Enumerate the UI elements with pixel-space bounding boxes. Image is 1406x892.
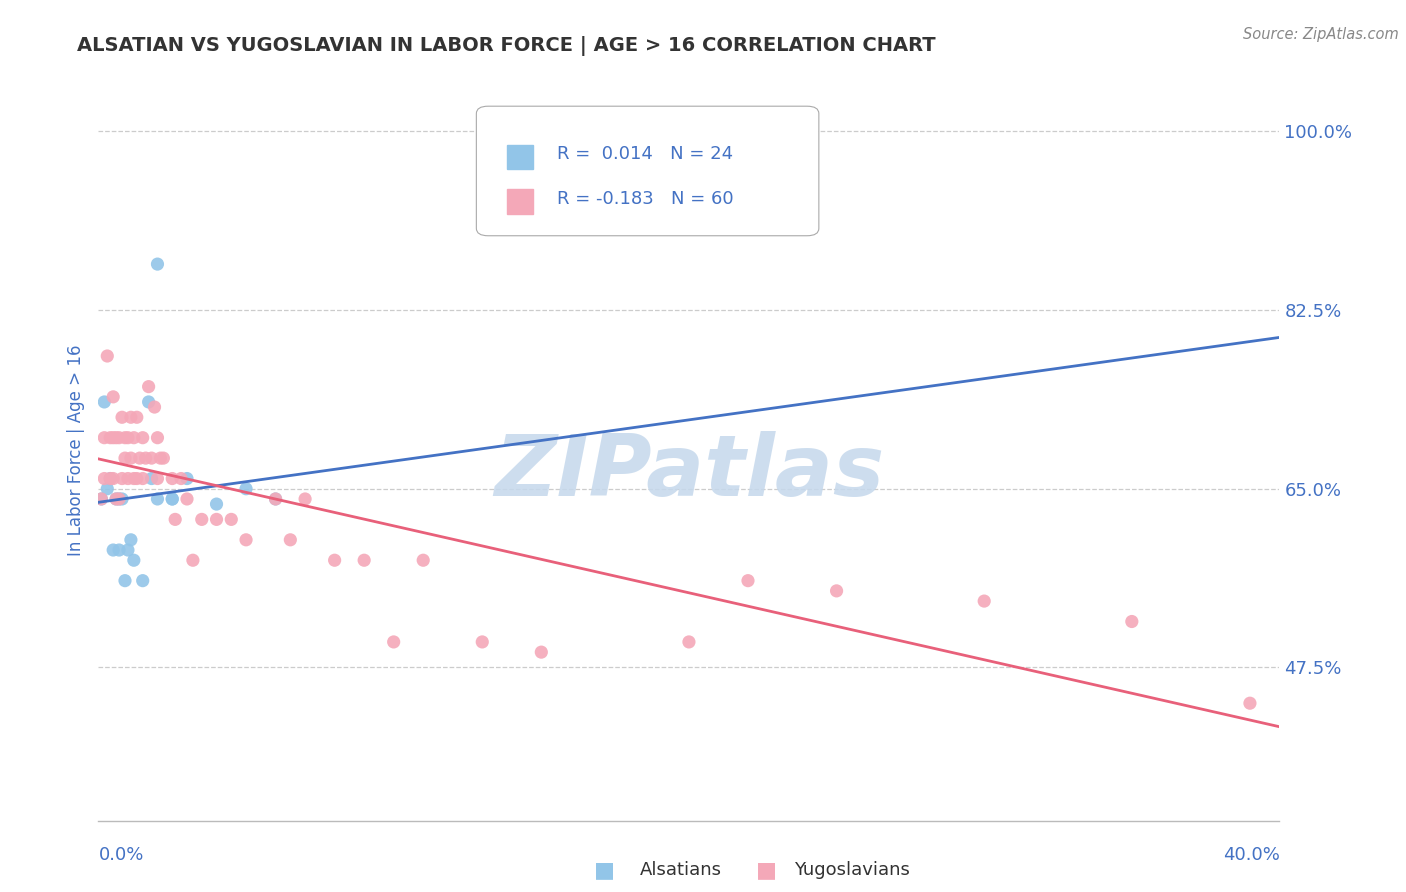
Point [1121,615,1143,629]
Point [98,471,121,485]
Point [1239,696,1261,710]
Point [221,512,243,526]
FancyBboxPatch shape [477,106,818,235]
Bar [508,145,533,169]
Point [117,471,139,485]
Text: R =  0.014   N = 24: R = 0.014 N = 24 [557,145,733,163]
Point [103,390,125,404]
Point [146,257,169,271]
Text: ■: ■ [595,860,614,880]
Point [323,553,346,567]
Point [382,635,405,649]
Point [471,635,494,649]
Point [105,491,128,506]
Text: Source: ZipAtlas.com: Source: ZipAtlas.com [1243,27,1399,42]
Point [111,471,134,485]
Point [125,410,148,425]
Point [96,349,118,363]
Point [412,553,434,567]
Point [162,471,183,485]
Point [973,594,995,608]
Point [264,491,287,506]
Point [111,491,134,506]
Point [138,395,160,409]
Text: Alsatians: Alsatians [640,861,721,879]
Text: R = -0.183   N = 60: R = -0.183 N = 60 [557,190,734,208]
Point [146,471,169,485]
Y-axis label: In Labor Force | Age > 16: In Labor Force | Age > 16 [66,344,84,557]
Point [98,431,121,445]
Point [235,482,257,496]
Point [162,491,183,506]
Point [117,543,139,558]
Point [132,574,155,588]
Point [120,410,142,425]
Point [162,491,183,506]
Point [135,451,157,466]
Point [181,553,204,567]
Point [105,431,128,445]
Point [120,533,142,547]
Point [117,431,139,445]
Point [264,491,287,506]
Point [128,451,150,466]
Point [191,512,214,526]
Point [114,574,136,588]
Point [146,491,169,506]
Point [132,471,155,485]
Point [176,471,198,485]
Point [152,451,174,466]
Point [93,431,115,445]
Point [280,533,302,547]
Point [108,431,131,445]
Point [114,451,136,466]
Point [122,431,145,445]
Point [678,635,700,649]
Point [111,410,134,425]
Point [108,543,131,558]
Point [205,512,228,526]
Point [90,491,112,506]
Point [108,491,131,506]
Point [125,471,148,485]
Point [165,512,187,526]
Point [825,583,848,598]
Point [98,471,121,485]
Point [235,533,257,547]
Text: ALSATIAN VS YUGOSLAVIAN IN LABOR FORCE | AGE > 16 CORRELATION CHART: ALSATIAN VS YUGOSLAVIAN IN LABOR FORCE |… [77,36,936,55]
Point [294,491,316,506]
Point [530,645,553,659]
Point [141,471,163,485]
Point [205,497,228,511]
Point [93,395,115,409]
Point [176,491,198,506]
Point [170,471,193,485]
Bar [508,189,533,213]
Point [120,451,142,466]
Point [108,491,131,506]
Point [146,431,169,445]
Point [141,451,163,466]
Point [143,400,166,414]
Text: ZIPatlas: ZIPatlas [494,431,884,514]
Text: ■: ■ [756,860,776,880]
Point [103,431,125,445]
Point [149,451,172,466]
Point [93,471,115,485]
Point [138,379,160,393]
Point [90,491,112,506]
Point [96,482,118,496]
Point [103,543,125,558]
Text: 40.0%: 40.0% [1223,847,1279,864]
Point [122,553,145,567]
Point [737,574,759,588]
Point [122,471,145,485]
Text: Yugoslavians: Yugoslavians [794,861,910,879]
Point [105,491,128,506]
Point [114,431,136,445]
Point [103,471,125,485]
Text: 0.0%: 0.0% [98,847,143,864]
Point [353,553,375,567]
Point [132,431,155,445]
